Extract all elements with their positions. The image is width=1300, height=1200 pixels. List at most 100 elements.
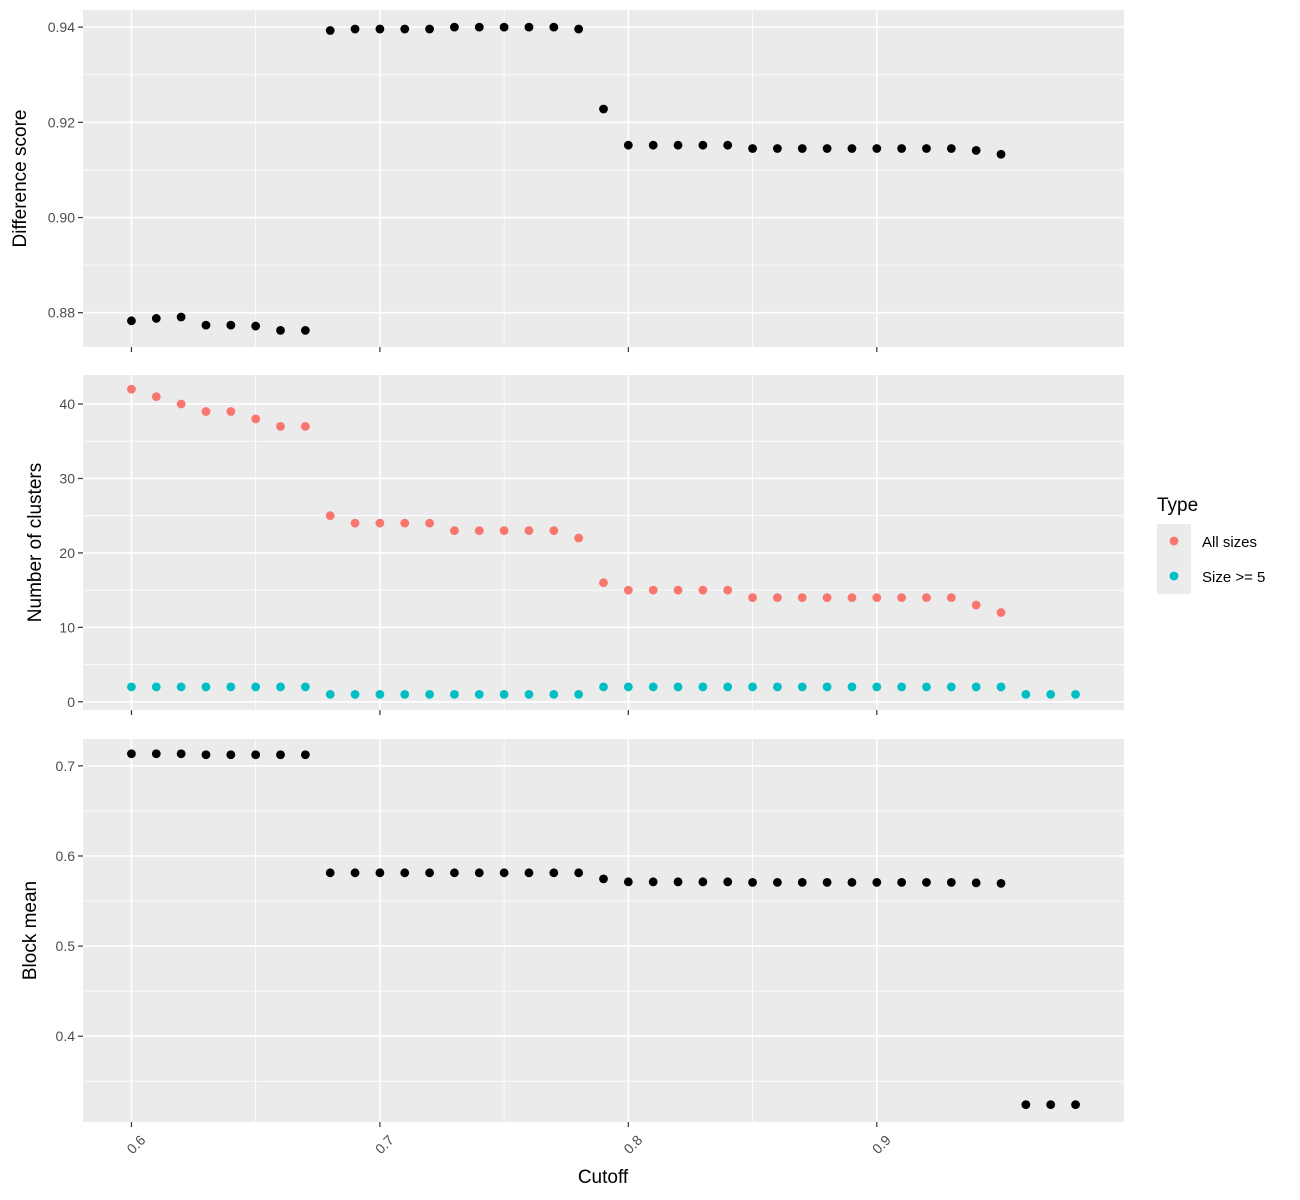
panel-background bbox=[83, 10, 1124, 347]
x-tick-label: 0.9 bbox=[869, 1132, 894, 1157]
data-point bbox=[400, 519, 409, 528]
data-point bbox=[251, 750, 260, 759]
y-axis-title: Block mean bbox=[20, 881, 41, 980]
data-point bbox=[872, 683, 881, 692]
data-point bbox=[450, 526, 459, 535]
data-point bbox=[748, 683, 757, 692]
data-point bbox=[1046, 690, 1055, 699]
y-tick-label: 0.88 bbox=[48, 305, 75, 321]
data-point bbox=[698, 877, 707, 886]
data-point bbox=[276, 326, 285, 335]
data-point bbox=[674, 586, 683, 595]
data-point bbox=[897, 683, 906, 692]
data-point bbox=[972, 146, 981, 155]
data-point bbox=[649, 141, 658, 150]
data-point bbox=[798, 144, 807, 153]
data-point bbox=[674, 877, 683, 886]
data-point bbox=[698, 141, 707, 150]
data-point bbox=[723, 683, 732, 692]
data-point bbox=[997, 879, 1006, 888]
data-point bbox=[326, 868, 335, 877]
data-point bbox=[549, 526, 558, 535]
data-point bbox=[177, 683, 186, 692]
data-point bbox=[748, 593, 757, 602]
data-point bbox=[624, 586, 633, 595]
data-point bbox=[698, 586, 707, 595]
data-point bbox=[997, 683, 1006, 692]
data-point bbox=[127, 683, 136, 692]
data-point bbox=[202, 683, 211, 692]
data-point bbox=[152, 683, 161, 692]
data-point bbox=[400, 25, 409, 34]
data-point bbox=[549, 690, 558, 699]
data-point bbox=[375, 868, 384, 877]
data-point bbox=[351, 519, 360, 528]
data-point bbox=[823, 144, 832, 153]
data-point bbox=[922, 683, 931, 692]
data-point bbox=[400, 868, 409, 877]
data-point bbox=[425, 690, 434, 699]
legend-key-background bbox=[1157, 524, 1191, 594]
data-point bbox=[748, 878, 757, 887]
data-point bbox=[549, 868, 558, 877]
data-point bbox=[425, 868, 434, 877]
data-point bbox=[748, 144, 757, 153]
data-point bbox=[872, 144, 881, 153]
data-point bbox=[823, 593, 832, 602]
data-point bbox=[301, 422, 310, 431]
data-point bbox=[226, 750, 235, 759]
legend-key bbox=[1170, 537, 1179, 546]
data-point bbox=[1021, 690, 1030, 699]
data-point bbox=[525, 868, 534, 877]
data-point bbox=[202, 321, 211, 330]
data-point bbox=[475, 526, 484, 535]
data-point bbox=[872, 593, 881, 602]
data-point bbox=[947, 144, 956, 153]
y-tick-label: 0.90 bbox=[48, 210, 75, 226]
data-point bbox=[674, 683, 683, 692]
data-point bbox=[897, 144, 906, 153]
y-tick-label: 0.92 bbox=[48, 114, 75, 130]
data-point bbox=[798, 878, 807, 887]
data-point bbox=[997, 150, 1006, 159]
data-point bbox=[574, 534, 583, 543]
data-point bbox=[798, 683, 807, 692]
y-tick-label: 0.5 bbox=[56, 938, 76, 954]
data-point bbox=[202, 750, 211, 759]
data-point bbox=[1071, 1100, 1080, 1109]
data-point bbox=[251, 322, 260, 331]
data-point bbox=[202, 407, 211, 416]
data-point bbox=[773, 144, 782, 153]
data-point bbox=[226, 321, 235, 330]
data-point bbox=[525, 690, 534, 699]
data-point bbox=[525, 23, 534, 32]
data-point bbox=[599, 683, 608, 692]
y-tick-label: 0.7 bbox=[56, 758, 76, 774]
data-point bbox=[649, 683, 658, 692]
data-point bbox=[251, 683, 260, 692]
data-point bbox=[947, 683, 956, 692]
legend-key bbox=[1170, 572, 1179, 581]
data-point bbox=[276, 750, 285, 759]
data-point bbox=[972, 601, 981, 610]
data-point bbox=[177, 400, 186, 409]
data-point bbox=[848, 878, 857, 887]
data-point bbox=[649, 586, 658, 595]
data-point bbox=[997, 608, 1006, 617]
panel-1: 0.88 0.90 0.92 0.94 Difference score bbox=[10, 10, 1124, 352]
data-point bbox=[1071, 690, 1080, 699]
y-tick-label: 30 bbox=[59, 470, 75, 486]
y-tick-label: 0.94 bbox=[48, 19, 75, 35]
faceted-scatter-chart: 0.880.900.920.94Difference score01020304… bbox=[0, 0, 1300, 1200]
y-tick-label: 40 bbox=[59, 396, 75, 412]
data-point bbox=[425, 519, 434, 528]
data-point bbox=[127, 316, 136, 325]
data-point bbox=[326, 690, 335, 699]
data-point bbox=[798, 593, 807, 602]
data-point bbox=[525, 526, 534, 535]
data-point bbox=[276, 683, 285, 692]
x-tick-label: 0.7 bbox=[372, 1132, 397, 1157]
legend-label: Size >= 5 bbox=[1202, 569, 1265, 586]
data-point bbox=[152, 314, 161, 323]
data-point bbox=[823, 878, 832, 887]
